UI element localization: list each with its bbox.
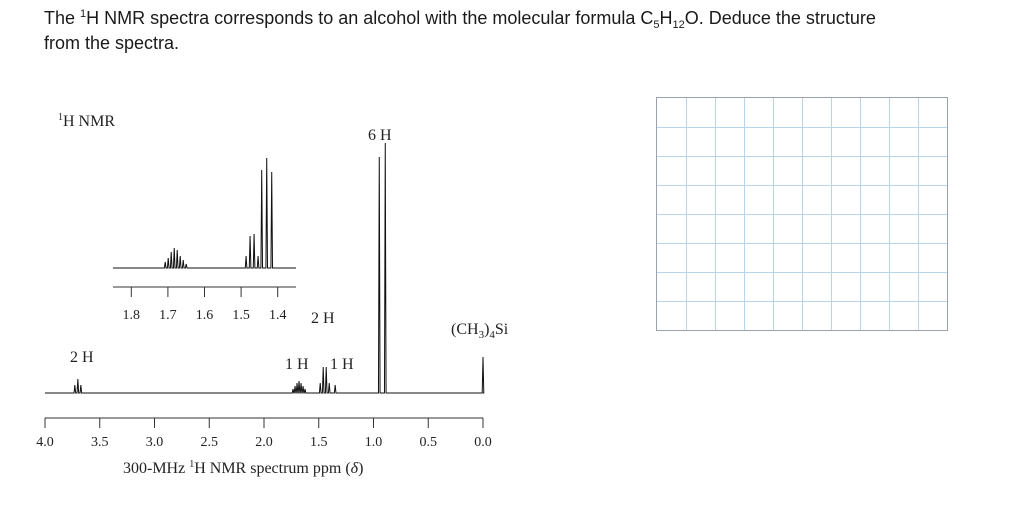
question-part3: H [659,8,673,28]
tms-sub1: 3 [479,329,485,341]
xlabel-sup: 1 [189,459,194,470]
inset-trace [113,157,296,269]
tms-pre: (CH [451,321,479,338]
x-tick-label: 2.5 [201,435,219,450]
tms-mid: ) [484,321,489,338]
spectrum-title-text: H NMR [63,113,115,130]
x-tick-label: 0.5 [420,435,438,450]
inset-axis: 1.8 1.7 1.6 1.5 1.4 [113,286,296,323]
question-sup: 1 [80,8,87,20]
question-sub-c: 5 [653,19,660,31]
tms-post: Si [495,321,509,338]
xlabel-close: ) [358,460,363,477]
spectrum-title: 1H NMR [58,112,115,130]
x-tick-label: 2.0 [255,435,273,450]
label-1h-a: 1 H [285,356,309,373]
x-tick-label: 0.0 [474,435,492,450]
label-2h-left: 2 H [70,349,94,366]
inset-tick-label: 1.5 [232,308,250,323]
x-tick-label: 1.5 [310,435,328,450]
spectrum-trace [45,142,485,394]
inset-tick-label: 1.6 [196,308,214,323]
question-part2: H NMR spectra corresponds to an alcohol … [86,8,654,28]
inset-tick-label: 1.8 [123,308,141,323]
label-6h: 6 H [368,127,392,144]
x-tick-label: 4.0 [36,435,54,450]
inset-tick-label: 1.4 [269,308,287,323]
x-axis-label: 300-MHz 1H NMR spectrum ppm (δ) [123,459,363,477]
answer-grid-lines [657,98,947,330]
label-1h-b: 1 H [330,356,354,373]
x-tick-label: 3.0 [146,435,164,450]
question-line2: from the spectra. [44,33,180,53]
xlabel-post: H NMR spectrum ppm ( [194,460,350,477]
x-tick-label: 1.0 [365,435,383,450]
question-text: The 1H NMR spectra corresponds to an alc… [44,6,1004,56]
xlabel-delta: δ [351,460,359,477]
inset-tick-label: 1.7 [159,308,177,323]
label-2h-mid: 2 H [311,310,335,327]
tms-sub2: 4 [489,329,495,341]
question-sub-h: 12 [672,19,685,31]
label-tms: (CH3)4Si [451,321,509,341]
xlabel-pre: 300-MHz [123,460,189,477]
nmr-spectrum: 1H NMR 1.8 1.7 1.6 1.5 1.4 6 H 2 H 1 H 1 H 2… [36,112,509,477]
x-axis: 4.0 3.5 3.0 2.5 2.0 1.5 1.0 0.5 0.0 [36,417,492,450]
inset-expansion [113,157,296,269]
spectrum-title-sup: 1 [58,112,63,123]
question-part4: O. Deduce the structure [684,8,876,28]
answer-grid[interactable] [656,97,948,331]
x-tick-label: 3.5 [91,435,109,450]
question-part1: The [44,8,81,28]
